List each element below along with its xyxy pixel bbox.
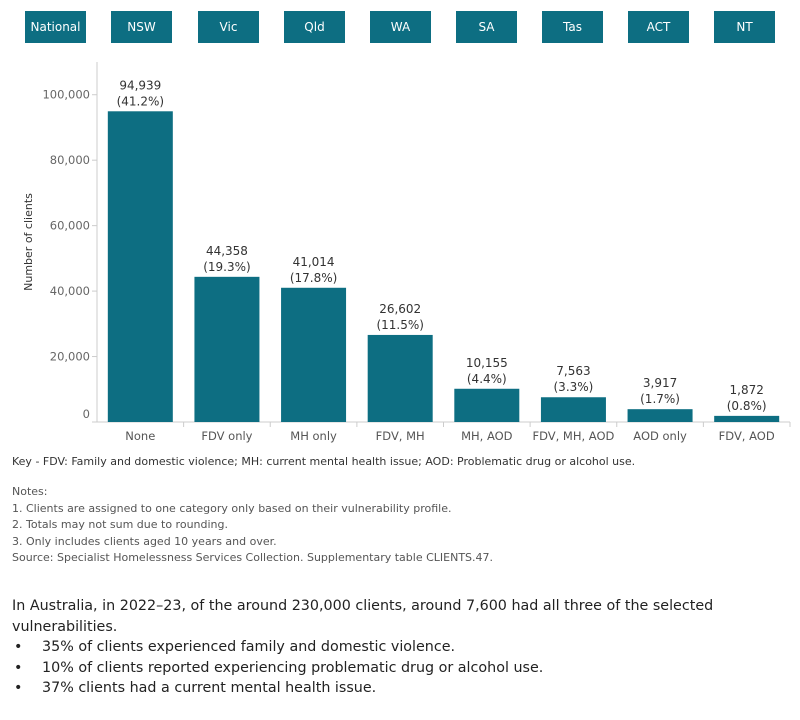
tab-qld[interactable]: Qld [284,11,345,43]
summary-bullet: • 35% of clients experienced family and d… [12,637,772,658]
bar [627,409,693,422]
y-tick-label: 20,000 [50,350,90,364]
summary-bullet-text: 35% of clients experienced family and do… [42,639,456,655]
data-label-value: 41,014 [293,255,335,269]
note-item-1: 1. Clients are assigned to one category … [12,501,452,515]
bar [540,397,606,422]
tab-national[interactable]: National [25,11,86,43]
bar-chart: 0 20,000 40,000 60,000 80,000 100,000 Number o… [22,62,791,443]
data-label-value: 94,939 [119,78,161,92]
data-label-percent: (17.8%) [290,271,337,285]
data-label-percent: (19.3%) [203,260,250,274]
data-label-value: 3,917 [643,376,677,390]
x-tick-label: None [125,429,155,443]
y-tick-label: 60,000 [50,219,90,233]
x-tick-label: FDV, AOD [719,429,775,443]
summary-bullet-text: 37% clients had a current mental health … [42,680,377,696]
summary-intro: In Australia, in 2022–23, of the around … [12,598,714,635]
bar [194,276,260,422]
tab-act[interactable]: ACT [628,11,689,43]
data-label-value: 10,155 [466,356,508,370]
bar [107,111,173,423]
tab-sa[interactable]: SA [456,11,517,43]
note-item-3: 3. Only includes clients aged 10 years a… [12,534,277,548]
jurisdiction-tabs: National NSW Vic Qld WA SA Tas ACT NT [0,0,800,44]
chart-key: Key - FDV: Family and domestic violence;… [12,455,636,468]
y-axis-label: Number of clients [22,193,35,291]
data-label-percent: (0.8%) [727,399,767,413]
tab-nt[interactable]: NT [714,11,775,43]
bullet-glyph: • [14,659,23,676]
data-label-value: 44,358 [206,244,248,258]
data-label-percent: (3.3%) [554,380,594,394]
bar [714,415,780,422]
x-tick-label: FDV only [201,429,252,443]
summary-bullet-text: 10% of clients reported experiencing pro… [42,659,544,676]
x-tick-label: MH only [290,429,337,443]
summary-section: In Australia, in 2022–23, of the around … [12,596,772,699]
data-label-percent: (11.5%) [376,318,423,332]
tab-nsw[interactable]: NSW [111,11,172,43]
bar [281,287,347,422]
data-label-percent: (41.2%) [117,94,164,108]
y-tick-label: 0 [83,407,90,421]
y-tick-label: 100,000 [42,88,90,102]
chart-notes: Notes: 1. Clients are assigned to one ca… [12,484,493,567]
x-tick-label: AOD only [633,429,687,443]
tab-wa[interactable]: WA [370,11,431,43]
data-label-value: 1,872 [730,383,764,397]
y-tick-label: 80,000 [50,153,90,167]
x-tick-label: FDV, MH, AOD [532,429,614,443]
note-item-2: 2. Totals may not sum due to rounding. [12,518,228,531]
bar [454,388,520,422]
data-label-value: 26,602 [379,302,421,316]
bar [367,334,433,422]
data-label-value: 7,563 [556,364,590,378]
summary-bullet: • 37% clients had a current mental health… [12,678,772,699]
y-tick-label: 40,000 [50,284,90,298]
bullet-glyph: • [14,680,23,696]
source-note: Source: Specialist Homelessness Services… [12,551,494,564]
tab-tas[interactable]: Tas [542,11,603,43]
data-label-percent: (1.7%) [640,392,680,406]
summary-list: • 35% of clients experienced family and d… [12,637,772,699]
data-label-percent: (4.4%) [467,372,507,386]
tab-vic[interactable]: Vic [198,11,259,43]
summary-bullet: • 10% of clients reported experiencing pr… [12,658,772,679]
x-tick-label: FDV, MH [376,429,425,443]
x-tick-label: MH, AOD [461,429,513,443]
bullet-glyph: • [14,639,23,655]
notes-heading: Notes: [12,485,48,498]
